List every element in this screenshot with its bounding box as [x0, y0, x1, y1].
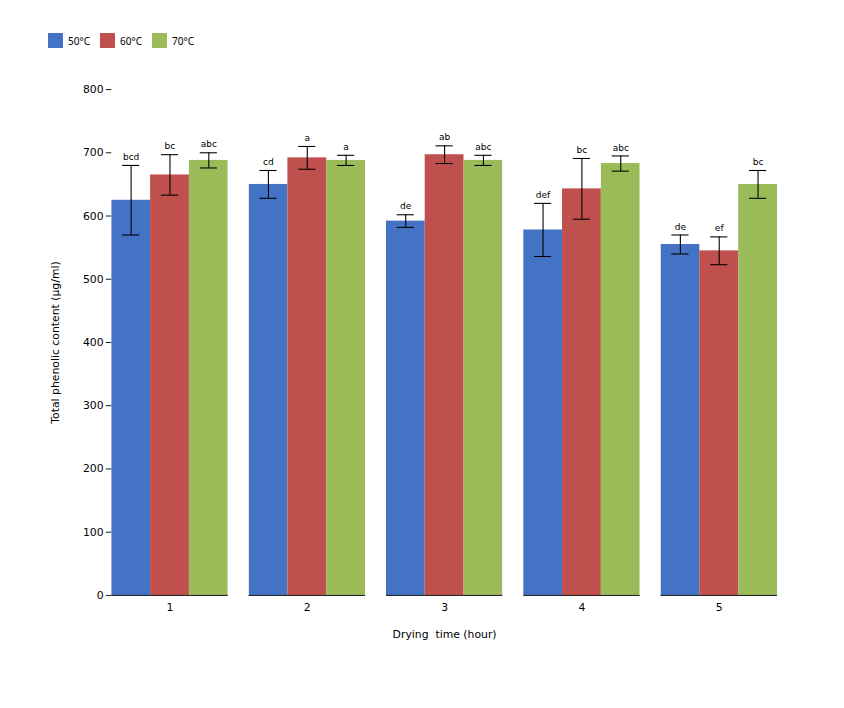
svg-text:abc: abc: [475, 142, 491, 152]
svg-text:600: 600: [83, 209, 104, 222]
svg-text:abc: abc: [613, 143, 629, 153]
svg-text:800: 800: [83, 83, 104, 96]
svg-text:ef: ef: [715, 223, 725, 233]
svg-text:a: a: [305, 133, 311, 143]
svg-text:5: 5: [716, 601, 723, 614]
svg-text:0: 0: [97, 589, 104, 602]
svg-text:de: de: [400, 201, 412, 211]
svg-text:Total phenolic content (μg/ml): Total phenolic content (μg/ml): [49, 261, 62, 424]
svg-text:bc: bc: [753, 157, 764, 167]
svg-text:def: def: [536, 190, 551, 200]
svg-text:cd: cd: [263, 157, 274, 167]
svg-text:2: 2: [304, 601, 311, 614]
svg-text:a: a: [343, 142, 349, 152]
html-text:60°C: 60°C: [120, 33, 143, 48]
svg-text:200: 200: [83, 462, 104, 475]
svg-text:100: 100: [83, 526, 104, 539]
svg-text:3: 3: [441, 601, 448, 614]
svg-text:500: 500: [83, 273, 104, 286]
svg-text:1: 1: [167, 601, 174, 614]
svg-text:300: 300: [83, 399, 104, 412]
html-text:50°C: 50°C: [68, 33, 90, 48]
svg-text:bc: bc: [577, 145, 588, 155]
html-text:70°C: 70°C: [172, 33, 195, 48]
svg-text:700: 700: [83, 146, 104, 159]
svg-text:bcd: bcd: [123, 152, 139, 162]
svg-text:4: 4: [578, 601, 585, 614]
svg-text:Drying time (hour): Drying time (hour): [393, 628, 497, 640]
svg-text:abc: abc: [201, 139, 217, 149]
svg-text:400: 400: [83, 336, 104, 349]
svg-text:ab: ab: [439, 132, 451, 142]
svg-text:bc: bc: [165, 141, 176, 151]
svg-text:de: de: [675, 222, 687, 232]
